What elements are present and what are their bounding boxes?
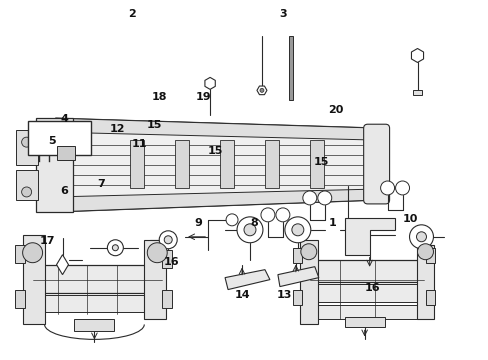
Bar	[27, 121, 91, 155]
Circle shape	[21, 137, 32, 147]
Circle shape	[275, 208, 289, 222]
Text: 20: 20	[328, 105, 343, 115]
Text: 6: 6	[60, 186, 68, 196]
Text: 15: 15	[146, 120, 162, 130]
Text: 3: 3	[279, 9, 287, 19]
Text: 9: 9	[194, 218, 202, 228]
Polygon shape	[57, 255, 68, 275]
Circle shape	[107, 240, 123, 256]
Bar	[16, 170, 38, 200]
Polygon shape	[56, 189, 379, 212]
Polygon shape	[277, 267, 318, 287]
Text: 7: 7	[97, 179, 104, 189]
Bar	[15, 245, 24, 263]
Bar	[15, 289, 24, 307]
Bar	[162, 250, 172, 268]
Bar	[344, 318, 384, 328]
Circle shape	[21, 187, 32, 197]
Circle shape	[300, 244, 316, 260]
Text: 4: 4	[60, 114, 68, 124]
Bar	[33, 294, 162, 312]
Circle shape	[416, 232, 426, 242]
Bar	[292, 248, 301, 263]
Bar	[16, 130, 38, 165]
Bar	[292, 289, 301, 305]
Polygon shape	[256, 86, 266, 95]
Text: 19: 19	[195, 92, 210, 102]
Circle shape	[380, 181, 394, 195]
Circle shape	[408, 225, 432, 249]
Bar	[130, 140, 144, 188]
Text: 2: 2	[128, 9, 136, 19]
Bar	[309, 260, 424, 282]
Circle shape	[260, 88, 264, 92]
Text: 13: 13	[276, 290, 291, 300]
Polygon shape	[224, 270, 269, 289]
Circle shape	[159, 231, 177, 249]
Bar	[36, 118, 73, 212]
Text: 14: 14	[234, 290, 249, 300]
Text: 5: 5	[48, 136, 56, 145]
Text: 10: 10	[402, 215, 417, 224]
Polygon shape	[204, 77, 215, 89]
Text: 15: 15	[313, 157, 328, 167]
Circle shape	[112, 245, 118, 251]
Circle shape	[237, 217, 263, 243]
Text: 16: 16	[364, 283, 380, 293]
Text: 17: 17	[39, 236, 55, 246]
Bar	[175, 140, 189, 188]
Circle shape	[261, 208, 274, 222]
Circle shape	[164, 236, 172, 244]
Circle shape	[225, 214, 238, 226]
Text: 15: 15	[207, 146, 223, 156]
Bar	[22, 235, 44, 324]
Circle shape	[417, 244, 432, 260]
Bar	[412, 90, 422, 95]
Circle shape	[22, 243, 42, 263]
Bar	[309, 284, 424, 302]
Polygon shape	[344, 218, 394, 255]
Circle shape	[291, 224, 303, 236]
Circle shape	[302, 191, 316, 205]
Bar	[288, 36, 292, 100]
Bar	[416, 245, 433, 319]
Bar	[426, 289, 435, 305]
Bar	[74, 319, 114, 332]
Bar	[309, 305, 424, 319]
FancyBboxPatch shape	[363, 124, 389, 204]
Polygon shape	[410, 49, 423, 62]
Text: 16: 16	[163, 257, 179, 267]
Circle shape	[285, 217, 310, 243]
Bar	[220, 140, 234, 188]
Bar	[426, 248, 435, 263]
Circle shape	[147, 243, 167, 263]
Bar	[33, 265, 162, 293]
Bar	[162, 289, 172, 307]
Text: 8: 8	[250, 218, 258, 228]
Bar	[144, 240, 166, 319]
Circle shape	[317, 191, 331, 205]
Bar	[309, 140, 323, 188]
Bar	[57, 146, 75, 160]
Circle shape	[395, 181, 408, 195]
Bar	[264, 140, 278, 188]
Text: 12: 12	[110, 124, 125, 134]
Polygon shape	[56, 118, 379, 212]
Text: 18: 18	[151, 92, 166, 102]
Text: 1: 1	[328, 218, 335, 228]
Bar	[299, 240, 317, 324]
Polygon shape	[56, 118, 379, 140]
Circle shape	[244, 224, 255, 236]
Text: 11: 11	[132, 139, 147, 149]
